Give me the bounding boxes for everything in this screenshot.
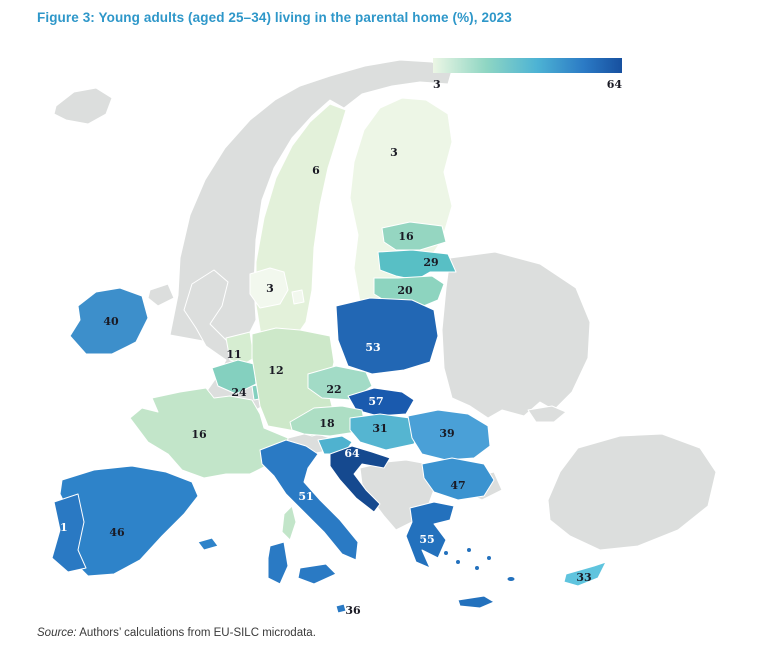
country-ireland xyxy=(69,287,149,355)
value-label-bulgaria: 47 xyxy=(450,479,465,492)
value-label-netherlands: 11 xyxy=(226,348,241,361)
value-label-austria: 18 xyxy=(319,417,335,430)
countries xyxy=(51,97,607,614)
country-portugal xyxy=(51,493,87,573)
value-label-latvia: 29 xyxy=(423,256,438,269)
source-text: Authors’ calculations from EU-SILC micro… xyxy=(76,627,316,639)
value-label-slovakia: 57 xyxy=(368,395,383,408)
colorbar-gradient xyxy=(433,58,622,73)
country-italy xyxy=(259,439,359,561)
country-netherlands xyxy=(225,331,255,365)
country-bulgaria xyxy=(421,457,495,501)
island-aegean-2 xyxy=(455,559,461,565)
value-labels: 3 6 3 16 29 20 40 11 24 12 16 51 46 51 3… xyxy=(52,146,591,617)
legend-min-label: 3 xyxy=(433,78,441,91)
value-label-lithuania: 20 xyxy=(397,284,413,297)
island-crete xyxy=(457,595,495,609)
region-northern-ireland xyxy=(147,283,175,307)
value-label-czechia: 22 xyxy=(326,383,341,396)
value-label-spain: 46 xyxy=(109,526,125,539)
region-crimea xyxy=(527,405,567,423)
island-sicily xyxy=(297,563,337,585)
value-label-portugal: 51 xyxy=(52,521,67,534)
island-aegean-5 xyxy=(486,555,492,561)
country-romania xyxy=(407,409,491,461)
country-poland xyxy=(335,297,439,375)
country-croatia xyxy=(329,445,391,513)
country-malta xyxy=(335,603,347,614)
island-rhodes xyxy=(506,576,516,582)
legend-colorbar: 3 64 xyxy=(433,58,622,91)
no-data-regions xyxy=(53,59,717,551)
value-label-greece: 55 xyxy=(419,533,434,546)
value-label-germany: 12 xyxy=(268,364,283,377)
island-aegean-4 xyxy=(474,565,480,571)
value-label-belgium: 24 xyxy=(231,386,247,399)
value-label-france: 16 xyxy=(191,428,207,441)
country-denmark xyxy=(249,267,289,309)
value-label-italy: 51 xyxy=(298,490,313,503)
value-label-sweden: 6 xyxy=(312,164,320,177)
country-greece xyxy=(405,501,455,569)
source-note: Source: Authors’ calculations from EU-SI… xyxy=(37,627,316,639)
country-cyprus xyxy=(563,561,607,587)
legend-max-label: 64 xyxy=(607,78,623,91)
island-aegean-3 xyxy=(466,547,472,553)
figure-title: Figure 3: Young adults (aged 25–34) livi… xyxy=(37,10,512,25)
island-aegean-1 xyxy=(443,550,449,556)
value-label-malta: 36 xyxy=(345,604,361,617)
region-eastern-europe xyxy=(441,251,591,419)
country-latvia xyxy=(377,249,457,281)
value-label-estonia: 16 xyxy=(398,230,414,243)
value-label-hungary: 31 xyxy=(372,422,387,435)
value-label-ireland: 40 xyxy=(103,315,119,328)
country-denmark-island xyxy=(291,289,305,305)
value-label-poland: 53 xyxy=(365,341,380,354)
country-hungary xyxy=(349,413,421,451)
country-estonia xyxy=(381,221,447,251)
island-balearics xyxy=(197,537,219,551)
value-label-finland: 3 xyxy=(390,146,398,159)
value-label-croatia: 64 xyxy=(344,447,360,460)
region-iceland xyxy=(53,87,113,125)
region-turkey xyxy=(547,433,717,551)
value-label-denmark: 3 xyxy=(266,282,274,295)
region-norway xyxy=(169,59,453,346)
source-label: Source: xyxy=(37,627,77,639)
value-label-cyprus: 33 xyxy=(576,571,591,584)
island-corsica xyxy=(281,505,297,541)
value-label-romania: 39 xyxy=(439,427,454,440)
island-sardinia xyxy=(267,541,289,585)
